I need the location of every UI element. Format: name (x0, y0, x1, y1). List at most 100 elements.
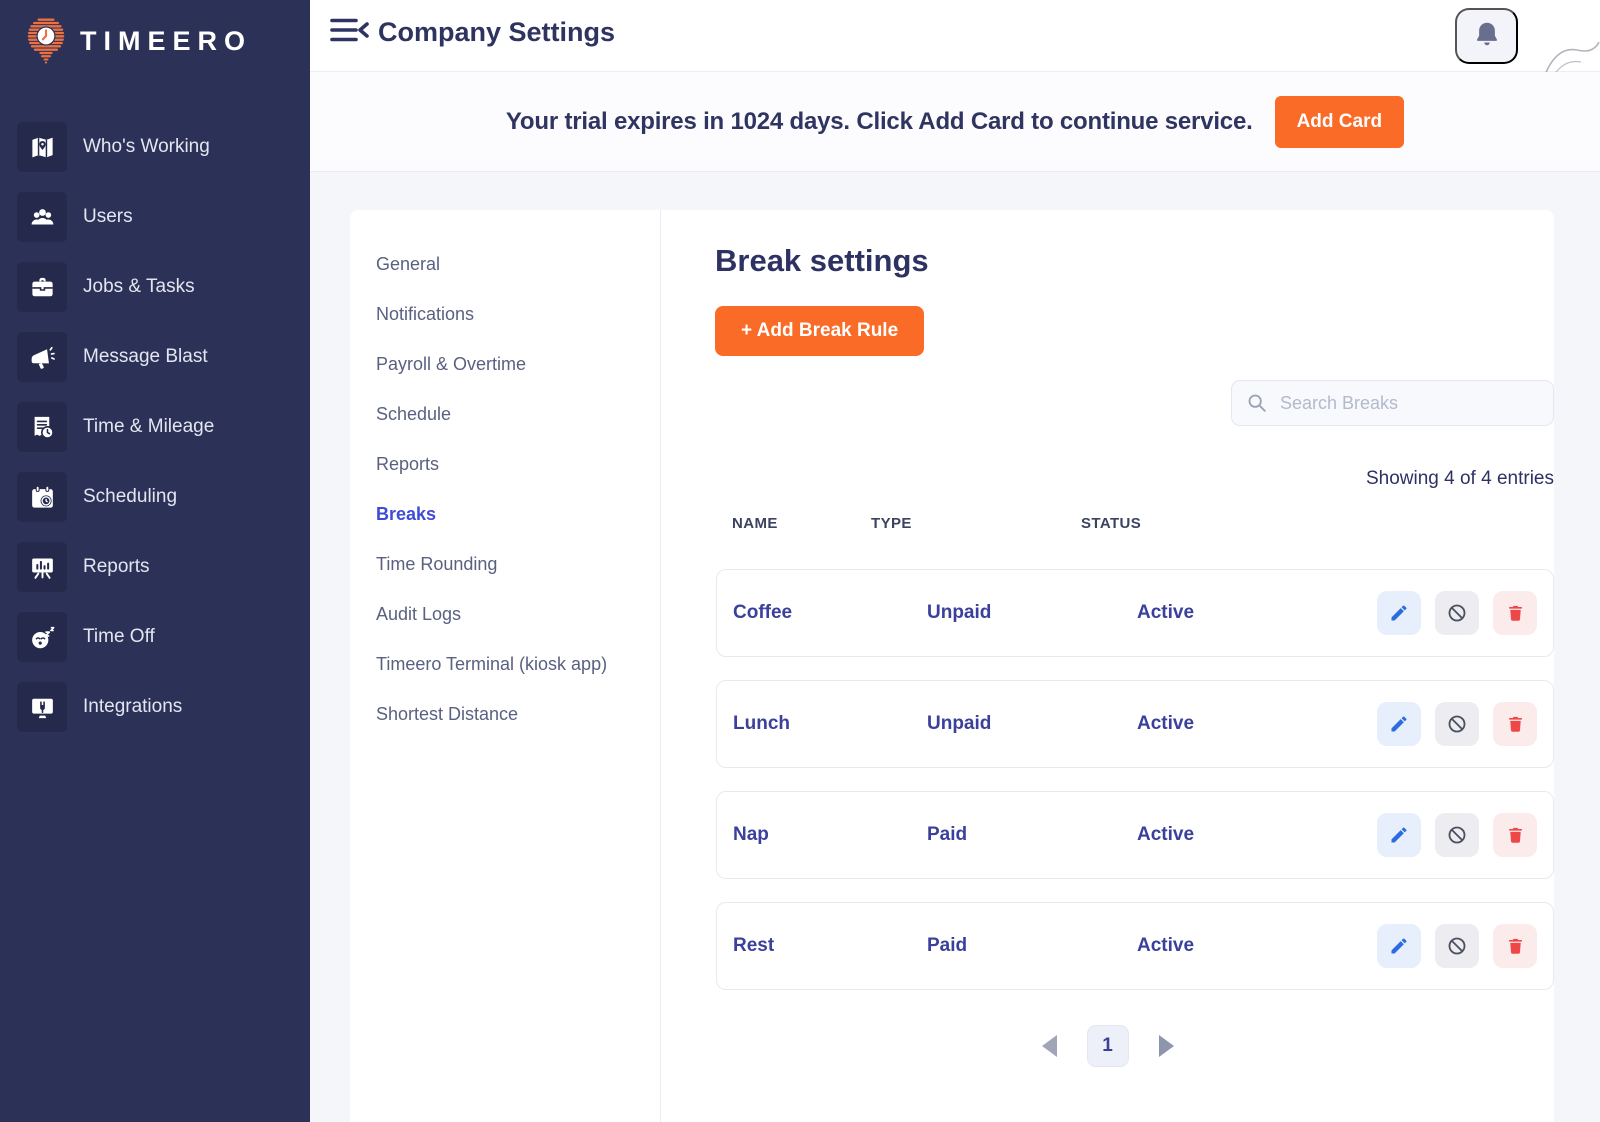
sidebar-item-reports[interactable]: Reports (17, 542, 310, 592)
edit-button[interactable] (1377, 591, 1421, 635)
delete-button[interactable] (1493, 924, 1537, 968)
receipt-clock-icon (17, 402, 67, 452)
sidebar-item-label: Who's Working (83, 136, 210, 157)
table-header: NAME TYPE STATUS (661, 515, 1554, 532)
break-status: Active (1137, 713, 1195, 734)
sidebar-item-integrations[interactable]: Integrations (17, 682, 310, 732)
table-row-coffee: Coffee Unpaid Active (716, 569, 1554, 657)
add-break-rule-button[interactable]: + Add Break Rule (715, 306, 925, 356)
add-card-button[interactable]: Add Card (1274, 95, 1405, 148)
column-header-name: NAME (732, 515, 778, 532)
sidebar-item-label: Integrations (83, 696, 183, 717)
sidebar-item-jobs-tasks[interactable]: Jobs & Tasks (17, 262, 310, 312)
breaks-content: Break settings + Add Break Rule Showing … (661, 210, 1554, 1122)
break-status: Active (1137, 935, 1195, 956)
sidebar-item-label: Reports (83, 556, 150, 577)
edit-button[interactable] (1377, 813, 1421, 857)
sidebar-collapse-icon[interactable] (330, 17, 370, 55)
sleep-face-icon (17, 612, 67, 662)
break-status: Active (1137, 602, 1195, 623)
notifications-button[interactable] (1455, 8, 1518, 64)
map-icon (17, 122, 67, 172)
sidebar-item-label: Scheduling (83, 486, 178, 507)
break-name: Lunch (733, 713, 790, 734)
settings-nav-payroll-overtime[interactable]: Payroll & Overtime (376, 354, 527, 374)
break-type: Unpaid (927, 713, 992, 734)
sidebar-item-whos-working[interactable]: Who's Working (17, 122, 310, 172)
trash-icon (1508, 716, 1522, 732)
settings-nav-time-rounding[interactable]: Time Rounding (376, 554, 498, 574)
table-row-lunch: Lunch Unpaid Active (716, 680, 1554, 768)
trash-icon (1508, 605, 1522, 621)
pencil-icon (1391, 605, 1407, 621)
table-row-rest: Rest Paid Active (716, 902, 1554, 990)
next-page-icon[interactable] (1158, 1035, 1174, 1057)
sidebar-item-label: Time & Mileage (83, 416, 215, 437)
sidebar-item-label: Time Off (83, 626, 155, 647)
sidebar-item-label: Users (83, 206, 133, 227)
break-rows: Coffee Unpaid Active Lunch Unpaid Active (716, 569, 1554, 990)
ban-icon (1448, 826, 1466, 844)
sidebar-item-label: Jobs & Tasks (83, 276, 195, 297)
pagination: 1 (661, 1025, 1554, 1067)
disable-button[interactable] (1435, 924, 1479, 968)
page-title: Company Settings (378, 17, 616, 47)
settings-card: General Notifications Payroll & Overtime… (350, 210, 1554, 1122)
delete-button[interactable] (1493, 591, 1537, 635)
entries-summary: Showing 4 of 4 entries (1365, 468, 1554, 489)
sidebar-item-label: Message Blast (83, 346, 208, 367)
sidebar-nav: Who's Working Users Jobs & Tasks Message… (0, 72, 310, 732)
ban-icon (1448, 937, 1466, 955)
megaphone-icon (17, 332, 67, 382)
settings-nav: General Notifications Payroll & Overtime… (376, 240, 607, 740)
settings-nav-notifications[interactable]: Notifications (376, 304, 475, 324)
brand-logo[interactable]: TIMEERO (0, 0, 310, 72)
column-header-type: TYPE (871, 515, 912, 532)
break-type: Unpaid (927, 602, 992, 623)
disable-button[interactable] (1435, 591, 1479, 635)
sidebar: TIMEERO Who's Working Users Jobs & Tasks (0, 0, 310, 1122)
search-icon (1248, 394, 1266, 412)
edit-button[interactable] (1377, 924, 1421, 968)
settings-nav-reports[interactable]: Reports (376, 454, 440, 474)
trial-message: Your trial expires in 1024 days. Click A… (505, 107, 1253, 135)
delete-button[interactable] (1493, 702, 1537, 746)
calendar-clock-icon (17, 472, 67, 522)
edit-button[interactable] (1377, 702, 1421, 746)
sidebar-item-scheduling[interactable]: Scheduling (17, 472, 310, 522)
disable-button[interactable] (1435, 702, 1479, 746)
disable-button[interactable] (1435, 813, 1479, 857)
briefcase-icon (17, 262, 67, 312)
timeero-clock-pin-icon (27, 18, 65, 64)
section-title: Break settings (715, 243, 929, 278)
search-breaks-input[interactable] (1280, 392, 1539, 414)
column-header-status: STATUS (1081, 515, 1142, 532)
users-icon (17, 192, 67, 242)
sidebar-item-time-off[interactable]: Time Off (17, 612, 310, 662)
settings-nav-schedule[interactable]: Schedule (376, 404, 452, 424)
settings-nav-breaks[interactable]: Breaks (376, 504, 437, 524)
sidebar-item-time-mileage[interactable]: Time & Mileage (17, 402, 310, 452)
delete-button[interactable] (1493, 813, 1537, 857)
break-name: Nap (733, 824, 769, 845)
bell-icon (1476, 22, 1497, 46)
vertical-divider (660, 210, 661, 1122)
sidebar-item-users[interactable]: Users (17, 192, 310, 242)
trash-icon (1508, 938, 1522, 954)
pencil-icon (1391, 938, 1407, 954)
page-number-button[interactable]: 1 (1086, 1025, 1129, 1067)
settings-nav-general[interactable]: General (376, 254, 441, 274)
previous-page-icon[interactable] (1041, 1035, 1057, 1057)
table-row-nap: Nap Paid Active (716, 791, 1554, 879)
break-name: Rest (733, 935, 775, 956)
settings-nav-shortest-distance[interactable]: Shortest Distance (376, 704, 519, 724)
pencil-icon (1391, 716, 1407, 732)
trial-banner: Your trial expires in 1024 days. Click A… (310, 72, 1600, 172)
ban-icon (1448, 604, 1466, 622)
break-type: Paid (927, 935, 968, 956)
top-header: Company Settings (310, 0, 1600, 85)
settings-nav-timeero-terminal[interactable]: Timeero Terminal (kiosk app) (376, 654, 608, 674)
settings-nav-audit-logs[interactable]: Audit Logs (376, 604, 462, 624)
sidebar-item-message-blast[interactable]: Message Blast (17, 332, 310, 382)
